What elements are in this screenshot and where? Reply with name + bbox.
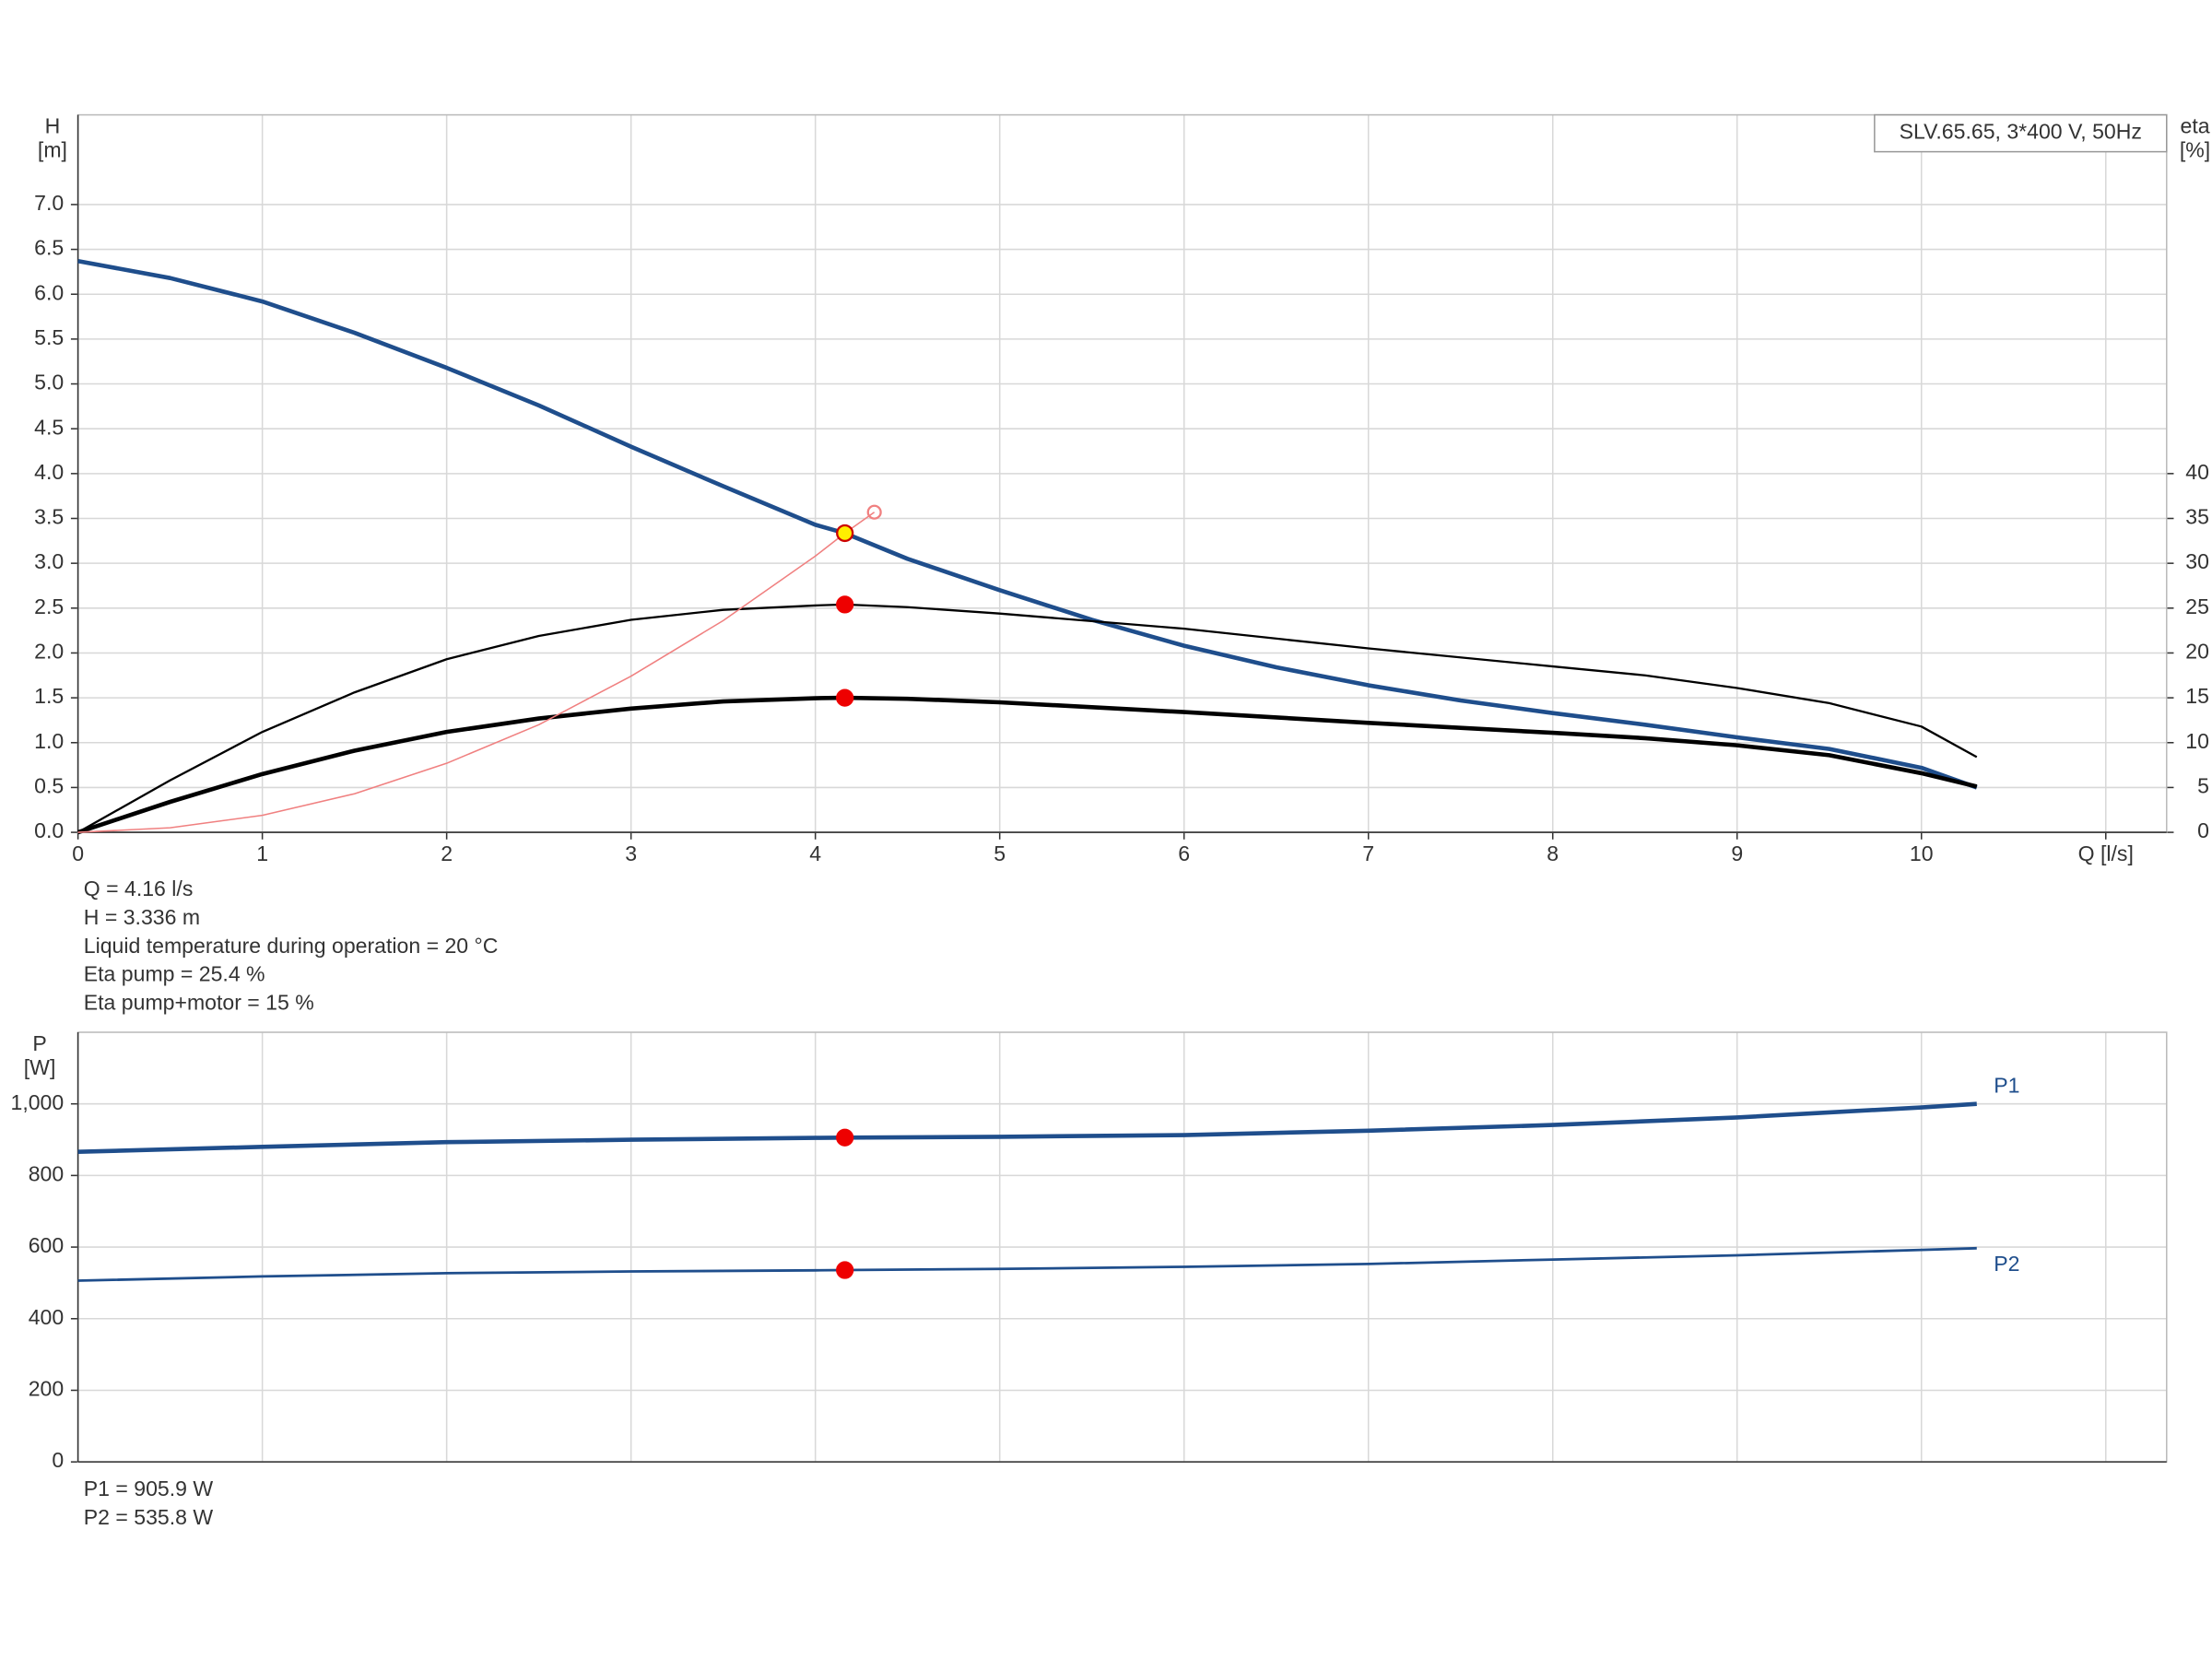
y2-tick-label: 5 [2197, 774, 2209, 798]
x-tick-label: 2 [441, 841, 453, 865]
info-line: H = 3.336 m [84, 905, 200, 929]
info-line: P2 = 535.8 W [84, 1505, 214, 1529]
y-axis-label: H [45, 114, 61, 138]
y-tick-label: 1.5 [34, 684, 64, 708]
series-line [76, 695, 1978, 835]
series-line [77, 512, 876, 833]
x-tick-label: 4 [809, 841, 821, 865]
y2-axis-label: [%] [2180, 138, 2210, 162]
y-tick-label: 0.0 [34, 818, 64, 842]
info-line: Liquid temperature during operation = 20… [84, 934, 499, 958]
y2-tick-label: 25 [2185, 594, 2209, 618]
y2-tick-label: 35 [2185, 505, 2209, 529]
series-label: P1 [1994, 1073, 2019, 1097]
x-tick-label: 3 [625, 841, 637, 865]
y2-tick-label: 20 [2185, 640, 2209, 664]
x-tick-label: 1 [256, 841, 268, 865]
marker [836, 688, 854, 707]
y2-tick-label: 0 [2197, 818, 2209, 842]
marker [836, 1128, 854, 1147]
series-line [77, 603, 1978, 834]
y2-tick-label: 30 [2185, 549, 2209, 573]
y-tick-label: 4.5 [34, 415, 64, 439]
y-tick-label: 6.5 [34, 236, 64, 260]
title-box [1874, 113, 2168, 153]
y2-tick-label: 15 [2185, 684, 2209, 708]
y-axis-label: [m] [38, 138, 67, 162]
y2-axis-label: eta [2181, 114, 2210, 138]
info-line: Q = 4.16 l/s [84, 877, 194, 900]
x-tick-label: 8 [1547, 841, 1559, 865]
y-axis-label: P [32, 1031, 46, 1055]
y-tick-label: 200 [29, 1377, 64, 1401]
x-tick-label: 10 [1910, 841, 1934, 865]
y-tick-label: 600 [29, 1233, 64, 1257]
series-line [77, 1101, 1977, 1154]
x-tick-label: 7 [1362, 841, 1374, 865]
y-tick-label: 5.5 [34, 325, 64, 349]
y-tick-label: 400 [29, 1305, 64, 1329]
marker [866, 504, 882, 520]
y-tick-label: 3.0 [34, 549, 64, 573]
y-tick-label: 3.5 [34, 505, 64, 529]
y-tick-label: 0.5 [34, 774, 64, 798]
y2-tick-label: 40 [2185, 460, 2209, 484]
y-tick-label: 800 [29, 1161, 64, 1185]
y-tick-label: 5.0 [34, 371, 64, 394]
marker [836, 524, 854, 543]
x-tick-label: 0 [72, 841, 84, 865]
y-tick-label: 7.0 [34, 191, 64, 215]
info-line: Eta pump = 25.4 % [84, 962, 265, 986]
y-tick-label: 4.0 [34, 460, 64, 484]
x-tick-label: 9 [1731, 841, 1743, 865]
x-tick-label: Q [l/s] [2078, 841, 2134, 865]
marker [836, 1261, 854, 1279]
y-tick-label: 2.0 [34, 640, 64, 664]
y-tick-label: 2.5 [34, 594, 64, 618]
y-axis-label: [W] [24, 1055, 56, 1079]
marker [836, 595, 854, 614]
y2-tick-label: 10 [2185, 729, 2209, 753]
y-tick-label: 6.0 [34, 280, 64, 304]
chart-title: SLV.65.65, 3*400 V, 50Hz [1900, 120, 2142, 144]
info-line: Eta pump+motor = 15 % [84, 990, 314, 1014]
series-label: P2 [1994, 1252, 2019, 1276]
series-line [77, 1246, 1977, 1282]
info-line: P1 = 905.9 W [84, 1477, 214, 1500]
series-line [77, 258, 1978, 790]
x-tick-label: 5 [994, 841, 1006, 865]
y-tick-label: 1,000 [11, 1090, 65, 1114]
y-tick-label: 1.0 [34, 729, 64, 753]
x-tick-label: 6 [1178, 841, 1190, 865]
y-tick-label: 0 [52, 1448, 64, 1472]
